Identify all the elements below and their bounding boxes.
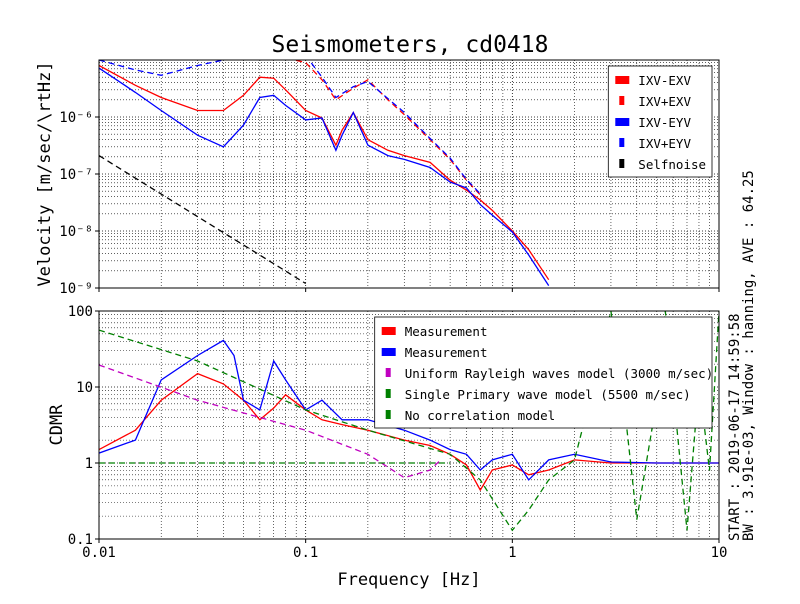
side-note: BW : 3.91e-03, Window : hanning, AVE : 6… <box>741 170 757 541</box>
series-line <box>99 372 719 492</box>
y-tick-label: 0.1 <box>68 532 93 548</box>
legend-swatch <box>385 389 391 398</box>
series-line <box>99 60 481 195</box>
legend-swatch <box>615 76 630 84</box>
y-axis-label: Velocity [m/sec/\rtHz] <box>35 61 55 286</box>
series-line <box>99 67 550 286</box>
legend-label: IXV-EXV <box>638 73 691 88</box>
x-tick-label: 0.1 <box>293 545 318 561</box>
y-tick-label: 10⁻⁷ <box>59 167 93 183</box>
series-line <box>99 311 719 532</box>
legend-swatch <box>385 368 391 377</box>
y-tick-label: 10 <box>76 380 93 396</box>
series-line <box>291 60 481 196</box>
legend-swatch <box>619 96 625 105</box>
series-line <box>99 64 550 281</box>
plot-area <box>99 60 550 286</box>
x-tick-label: 1 <box>508 545 516 561</box>
x-tick-label: 0.01 <box>82 545 116 561</box>
legend-label: Measurement <box>405 324 488 339</box>
y-tick-label: 10⁻⁶ <box>59 110 93 126</box>
legend-swatch <box>619 159 625 168</box>
legend-box <box>374 316 713 429</box>
y-axis-label: CDMR <box>47 404 67 446</box>
legend-swatch <box>381 348 396 356</box>
plot-frame <box>98 310 720 540</box>
legend-label: Single Primary wave model (5500 m/sec) <box>405 387 691 402</box>
series-line <box>99 339 719 481</box>
legend-swatch <box>385 410 391 419</box>
legend-swatch <box>381 327 396 335</box>
side-note: START : 2019-06-17 14:59:58 <box>727 313 743 541</box>
legend-swatch <box>619 138 625 147</box>
legend-label: Selfnoise <box>638 157 706 172</box>
plot-area <box>99 311 719 532</box>
legend-label: Uniform Rayleigh waves model (3000 m/sec… <box>405 366 714 381</box>
plot-frame <box>98 59 720 289</box>
y-tick-label: 10⁻⁹ <box>59 281 93 297</box>
legend-label: IXV-EYV <box>638 115 691 130</box>
series-line <box>99 364 442 479</box>
y-tick-label: 10⁻⁸ <box>59 224 93 240</box>
chart-title: Seismometers, cd0418 <box>272 32 549 58</box>
legend-label: No correlation model <box>405 408 556 423</box>
y-tick-label: 100 <box>68 304 93 320</box>
series-line <box>99 155 307 285</box>
x-axis-label: Frequency [Hz] <box>337 570 480 590</box>
legend-swatch <box>615 118 630 126</box>
legend-label: IXV+EXV <box>638 94 691 109</box>
x-tick-label: 10 <box>711 545 728 561</box>
y-tick-label: 1 <box>85 456 93 472</box>
legend-label: IXV+EYV <box>638 136 691 151</box>
legend-label: Measurement <box>405 345 488 360</box>
